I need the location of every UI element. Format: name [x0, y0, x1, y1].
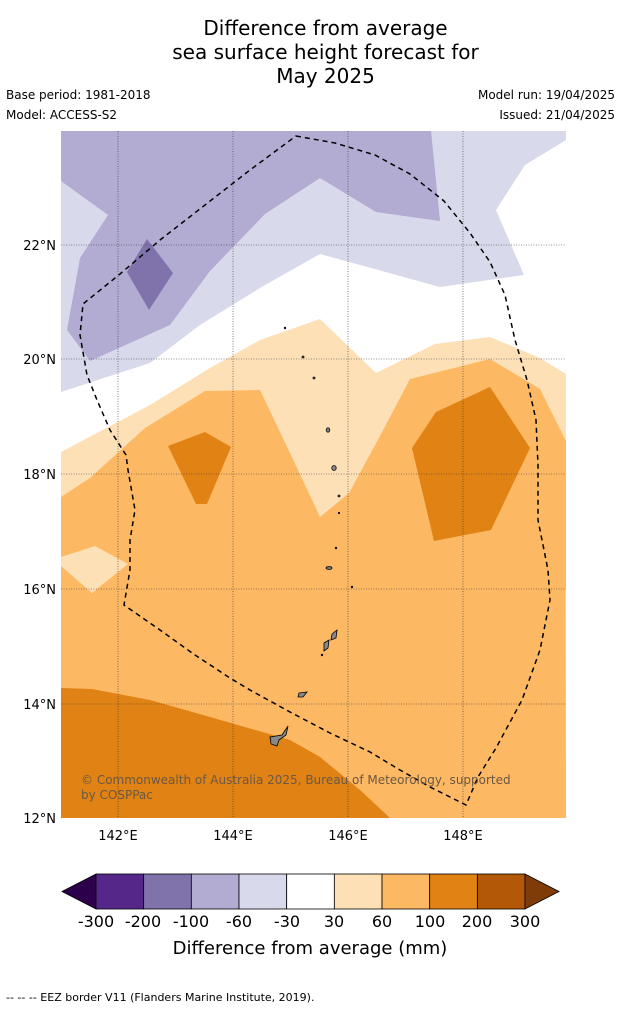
- island-uracas: [283, 326, 287, 330]
- colorbar-segment: [476, 873, 526, 910]
- colorbar: [61, 873, 560, 910]
- colorbar-tick: -300: [78, 912, 114, 931]
- island-anatahan: [325, 566, 333, 570]
- island-farallon: [350, 585, 354, 589]
- island-asuncion: [312, 376, 316, 380]
- island-maug: [301, 355, 305, 359]
- lat-label: 20°N: [23, 353, 56, 368]
- lat-label: 18°N: [23, 468, 56, 483]
- colorbar-segment: [333, 873, 383, 910]
- chart-title: Difference from average sea surface heig…: [0, 16, 621, 88]
- colorbar-label: Difference from average (mm): [173, 938, 448, 959]
- colorbar-tick: 300: [510, 912, 541, 931]
- colorbar-segment: [143, 873, 192, 910]
- lon-label: 146°E: [328, 829, 368, 844]
- island-group: [269, 326, 354, 747]
- lat-label: 12°N: [23, 812, 56, 827]
- base-period-text: Base period: 1981-2018: [6, 88, 151, 102]
- colorbar-tick: -100: [173, 912, 209, 931]
- colorbar-tick: -200: [125, 912, 161, 931]
- island-tinian: [323, 639, 330, 652]
- colorbar-ticks: -300 -200 -100 -60 -30 30 60 100 200 300: [78, 912, 540, 931]
- colorbar-segment: [381, 873, 431, 910]
- band-minus-60-100: [61, 131, 440, 361]
- map-area: © Commonwealth of Australia 2025, Bureau…: [61, 131, 566, 818]
- colorbar-tick: 30: [324, 912, 344, 931]
- eez-border: [79, 135, 551, 807]
- gridlines: [61, 131, 566, 818]
- band-100-200-east: [412, 387, 530, 541]
- island-pagan: [331, 465, 337, 471]
- colorbar-segment: [95, 873, 145, 910]
- colorbar-tick: 200: [462, 912, 493, 931]
- colorbar-extend-low: [61, 873, 97, 910]
- colorbar-extend-high: [524, 873, 560, 910]
- island-alamagan: [337, 494, 341, 498]
- lat-label: 22°N: [23, 239, 56, 254]
- colorbar-segment: [190, 873, 240, 910]
- band-100-200-south: [61, 688, 390, 818]
- island-aguijan: [320, 653, 324, 657]
- island-saipan: [330, 629, 338, 641]
- island-guguan: [337, 511, 341, 515]
- issued-text: Issued: 21/04/2025: [499, 108, 615, 122]
- colorbar-segment: [286, 873, 335, 910]
- colorbar-tick: -30: [274, 912, 300, 931]
- lon-label: 144°E: [213, 829, 253, 844]
- band-100-200-west: [168, 432, 231, 504]
- colorbar-segment: [238, 873, 288, 910]
- latitude-labels: 22°N 20°N 18°N 16°N 14°N 12°N: [23, 239, 56, 827]
- island-guam: [269, 725, 289, 747]
- title-line-3: May 2025: [276, 64, 375, 88]
- band-minus-100-200: [127, 239, 173, 310]
- title-line-1: Difference from average: [203, 16, 448, 40]
- model-text: Model: ACCESS-S2: [6, 108, 118, 122]
- longitude-labels: 142°E 144°E 146°E 148°E: [98, 829, 483, 844]
- colorbar-tick: -60: [226, 912, 252, 931]
- lon-label: 148°E: [443, 829, 483, 844]
- title-line-2: sea surface height forecast for: [172, 40, 479, 64]
- model-run-text: Model run: 19/04/2025: [477, 88, 615, 102]
- colorbar-tick: 100: [415, 912, 446, 931]
- lat-label: 14°N: [23, 698, 56, 713]
- lat-label: 16°N: [23, 583, 56, 598]
- island-rota: [297, 691, 308, 698]
- colorbar-segment: [429, 873, 478, 910]
- island-agrihan: [325, 427, 331, 433]
- copyright-line-2: by COSPPac: [81, 788, 153, 802]
- island-sarigan: [334, 546, 338, 550]
- eez-attribution: -- -- -- EEZ border V11 (Flanders Marine…: [6, 991, 315, 1004]
- colorbar-tick: 60: [372, 912, 392, 931]
- lon-label: 142°E: [98, 829, 138, 844]
- copyright-line-1: © Commonwealth of Australia 2025, Bureau…: [81, 773, 511, 787]
